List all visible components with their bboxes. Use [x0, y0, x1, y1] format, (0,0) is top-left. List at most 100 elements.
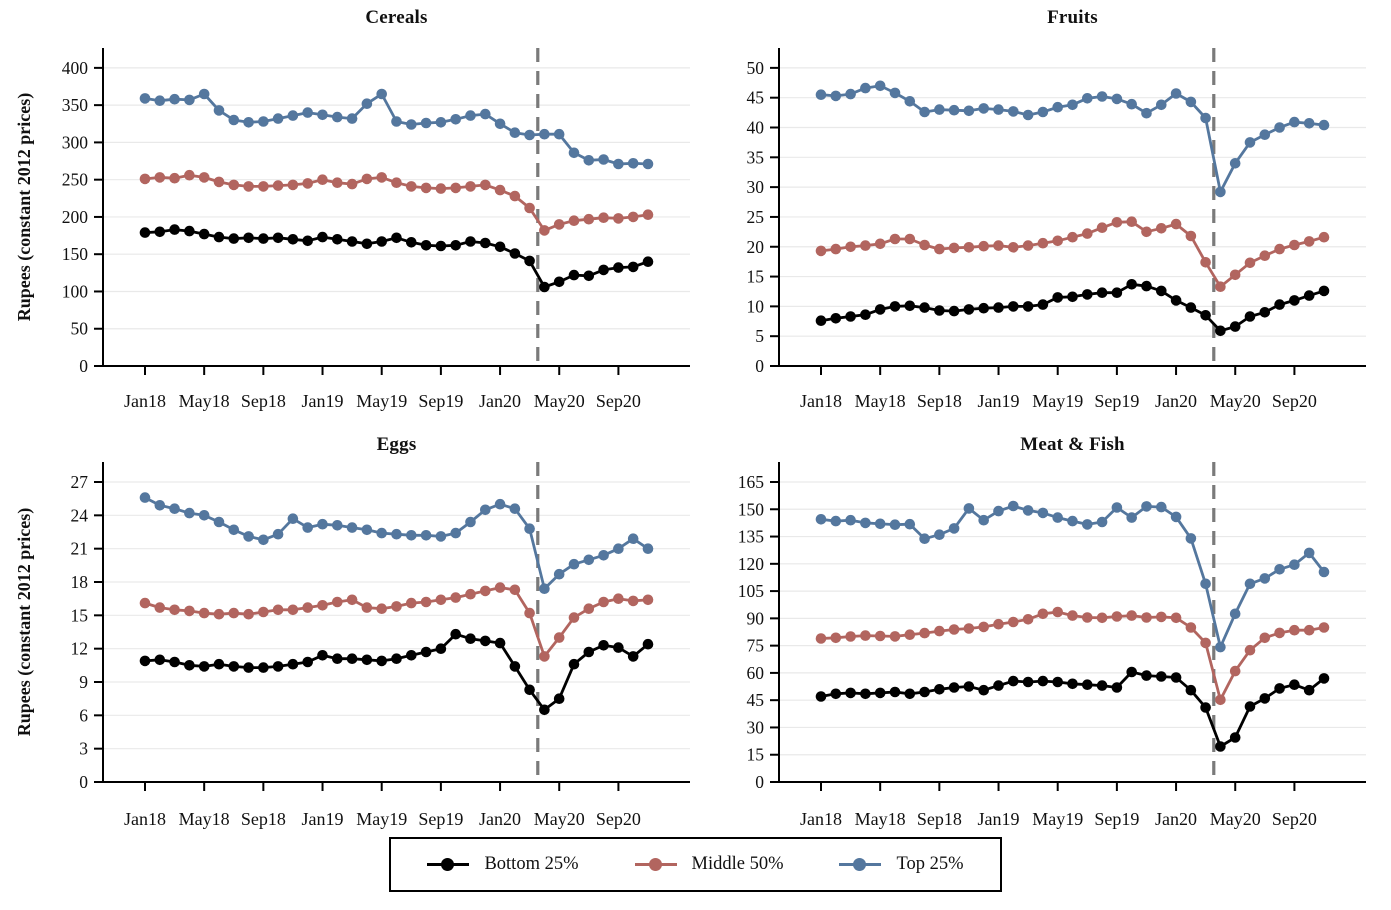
- svg-text:Jan19: Jan19: [302, 809, 344, 829]
- chart-canvas-meat-fish: 0 15 30 45 60 75 90 105 120 135 150 165 Jan18 May18 Se…: [738, 462, 1366, 829]
- svg-text:15: 15: [747, 745, 765, 765]
- svg-text:10: 10: [747, 296, 765, 316]
- svg-text:Sep18: Sep18: [917, 391, 962, 411]
- panel-meat-fish: Meat & Fish 0 15 30 45 60 75 90 105 120 135 150 165…: [695, 415, 1391, 830]
- legend-item-bottom-25: Bottom 25%: [427, 854, 579, 875]
- svg-text:27: 27: [71, 472, 89, 492]
- svg-text:25: 25: [747, 207, 765, 227]
- svg-text:Jan20: Jan20: [1155, 809, 1197, 829]
- svg-text:Jan18: Jan18: [800, 809, 842, 829]
- svg-text:3: 3: [79, 739, 88, 759]
- legend: Bottom 25% Middle 50% Top 25%: [0, 837, 1391, 892]
- svg-text:Jan20: Jan20: [1155, 391, 1197, 411]
- svg-text:300: 300: [62, 132, 89, 152]
- legend-item-label: Bottom 25%: [484, 854, 579, 874]
- svg-text:May20: May20: [1210, 809, 1261, 829]
- svg-text:150: 150: [62, 244, 89, 264]
- svg-text:50: 50: [747, 58, 765, 78]
- svg-text:Jan20: Jan20: [479, 809, 521, 829]
- panel-title-eggs: Eggs: [376, 434, 417, 455]
- svg-text:Rupees (constant 2012 prices): Rupees (constant 2012 prices): [14, 93, 35, 321]
- svg-text:15: 15: [747, 267, 765, 287]
- svg-text:200: 200: [62, 207, 89, 227]
- svg-text:400: 400: [62, 58, 89, 78]
- svg-text:20: 20: [747, 237, 765, 257]
- svg-text:Jan20: Jan20: [479, 391, 521, 411]
- svg-text:Sep18: Sep18: [917, 809, 962, 829]
- panel-grid: Cereals 0 50 100 150 200 250 300 350 400 Jan18 May…: [0, 0, 1391, 830]
- svg-text:Jan19: Jan19: [302, 391, 344, 411]
- svg-text:18: 18: [71, 572, 89, 592]
- svg-text:Sep20: Sep20: [596, 809, 641, 829]
- svg-text:May20: May20: [1210, 391, 1261, 411]
- svg-text:May19: May19: [356, 391, 407, 411]
- svg-text:30: 30: [747, 717, 765, 737]
- svg-text:35: 35: [747, 147, 765, 167]
- svg-text:Jan18: Jan18: [124, 809, 166, 829]
- svg-text:May18: May18: [179, 809, 230, 829]
- svg-text:0: 0: [755, 772, 764, 792]
- svg-text:75: 75: [747, 636, 765, 656]
- svg-text:Sep19: Sep19: [1094, 391, 1139, 411]
- panel-eggs: Eggs 0 3 6 9 12 15 18 21 24 27 Jan18 May18 Sep18 Jan1…: [0, 415, 695, 830]
- svg-text:May19: May19: [1032, 391, 1083, 411]
- svg-text:45: 45: [747, 88, 765, 108]
- svg-text:50: 50: [71, 319, 89, 339]
- panel-fruits: Fruits 0 5 10 15 20 25 30 35 40 45 50 Jan18 May18 Sep…: [695, 0, 1391, 415]
- legend-item-label: Top 25%: [896, 854, 964, 874]
- svg-text:21: 21: [71, 539, 89, 559]
- svg-text:May18: May18: [855, 391, 906, 411]
- svg-text:9: 9: [79, 672, 88, 692]
- svg-text:100: 100: [62, 281, 89, 301]
- svg-text:165: 165: [738, 472, 765, 492]
- svg-text:30: 30: [747, 177, 765, 197]
- svg-text:May20: May20: [534, 809, 585, 829]
- svg-text:60: 60: [747, 663, 765, 683]
- legend-marker-bottom-25-icon: [427, 858, 470, 872]
- legend-item-middle-50: Middle 50%: [634, 854, 784, 875]
- svg-text:May20: May20: [534, 391, 585, 411]
- svg-text:Sep18: Sep18: [241, 391, 286, 411]
- svg-text:Jan18: Jan18: [800, 391, 842, 411]
- svg-text:12: 12: [71, 639, 89, 659]
- svg-text:May18: May18: [855, 809, 906, 829]
- svg-text:5: 5: [755, 326, 764, 346]
- svg-text:40: 40: [747, 118, 765, 138]
- svg-text:120: 120: [738, 554, 765, 574]
- svg-text:Sep19: Sep19: [1094, 809, 1139, 829]
- svg-text:90: 90: [747, 608, 765, 628]
- panel-cereals: Cereals 0 50 100 150 200 250 300 350 400 Jan18 May…: [0, 0, 695, 415]
- svg-text:0: 0: [79, 772, 88, 792]
- legend-box: Bottom 25% Middle 50% Top 25%: [389, 837, 1002, 892]
- svg-text:6: 6: [79, 705, 88, 725]
- legend-marker-top-25-icon: [839, 858, 882, 872]
- svg-text:45: 45: [747, 690, 765, 710]
- svg-text:Sep20: Sep20: [1272, 809, 1317, 829]
- panel-title-cereals: Cereals: [365, 7, 428, 28]
- panel-title-meat-fish: Meat & Fish: [1020, 434, 1125, 455]
- svg-text:Rupees (constant 2012 prices): Rupees (constant 2012 prices): [14, 508, 35, 736]
- svg-text:350: 350: [62, 95, 89, 115]
- svg-text:Sep19: Sep19: [418, 391, 463, 411]
- svg-text:0: 0: [79, 356, 88, 376]
- chart-canvas-cereals: 0 50 100 150 200 250 300 350 400 Jan18 May18 Sep18 J…: [14, 48, 690, 411]
- svg-text:24: 24: [71, 505, 89, 525]
- svg-text:135: 135: [738, 527, 765, 547]
- panel-title-fruits: Fruits: [1047, 7, 1098, 28]
- svg-text:105: 105: [738, 581, 765, 601]
- svg-text:Sep20: Sep20: [596, 391, 641, 411]
- legend-marker-middle-50-icon: [634, 858, 677, 872]
- legend-item-label: Middle 50%: [691, 854, 784, 874]
- svg-text:0: 0: [755, 356, 764, 376]
- svg-text:May19: May19: [356, 809, 407, 829]
- svg-text:Sep20: Sep20: [1272, 391, 1317, 411]
- svg-text:150: 150: [738, 499, 765, 519]
- legend-item-top-25: Top 25%: [839, 854, 964, 875]
- svg-text:Jan19: Jan19: [978, 809, 1020, 829]
- svg-text:Sep18: Sep18: [241, 809, 286, 829]
- svg-text:May18: May18: [179, 391, 230, 411]
- chart-canvas-fruits: 0 5 10 15 20 25 30 35 40 45 50 Jan18 May18 Sep18 Jan19…: [747, 48, 1366, 411]
- svg-text:Jan19: Jan19: [978, 391, 1020, 411]
- svg-text:Jan18: Jan18: [124, 391, 166, 411]
